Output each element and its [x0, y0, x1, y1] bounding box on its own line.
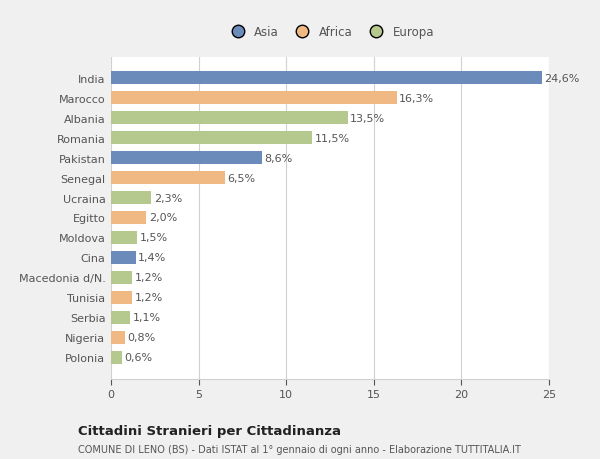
Bar [111, 331, 125, 344]
Text: 16,3%: 16,3% [399, 94, 434, 103]
Bar [111, 152, 262, 165]
Bar [111, 92, 397, 105]
Text: 6,5%: 6,5% [227, 173, 256, 183]
Text: 24,6%: 24,6% [545, 73, 580, 84]
Text: Cittadini Stranieri per Cittadinanza: Cittadini Stranieri per Cittadinanza [78, 425, 341, 437]
Text: 1,2%: 1,2% [134, 293, 163, 303]
Bar [111, 351, 122, 364]
Text: 1,4%: 1,4% [138, 253, 166, 263]
Text: 1,1%: 1,1% [133, 313, 161, 323]
Text: 1,2%: 1,2% [134, 273, 163, 283]
Legend: Asia, Africa, Europa: Asia, Africa, Europa [221, 22, 439, 44]
Bar [111, 191, 151, 205]
Text: 2,0%: 2,0% [149, 213, 177, 223]
Bar [111, 252, 136, 264]
Text: 11,5%: 11,5% [315, 133, 350, 143]
Text: 0,6%: 0,6% [124, 353, 152, 363]
Bar [111, 311, 130, 324]
Bar [111, 132, 313, 145]
Text: 13,5%: 13,5% [350, 113, 385, 123]
Bar [111, 172, 225, 185]
Text: COMUNE DI LENO (BS) - Dati ISTAT al 1° gennaio di ogni anno - Elaborazione TUTTI: COMUNE DI LENO (BS) - Dati ISTAT al 1° g… [78, 444, 521, 454]
Bar [111, 212, 146, 224]
Text: 8,6%: 8,6% [264, 153, 293, 163]
Text: 1,5%: 1,5% [140, 233, 168, 243]
Bar [111, 231, 137, 245]
Bar [111, 72, 542, 85]
Text: 2,3%: 2,3% [154, 193, 182, 203]
Text: 0,8%: 0,8% [128, 333, 156, 342]
Bar [111, 271, 132, 284]
Bar [111, 291, 132, 304]
Bar [111, 112, 347, 125]
